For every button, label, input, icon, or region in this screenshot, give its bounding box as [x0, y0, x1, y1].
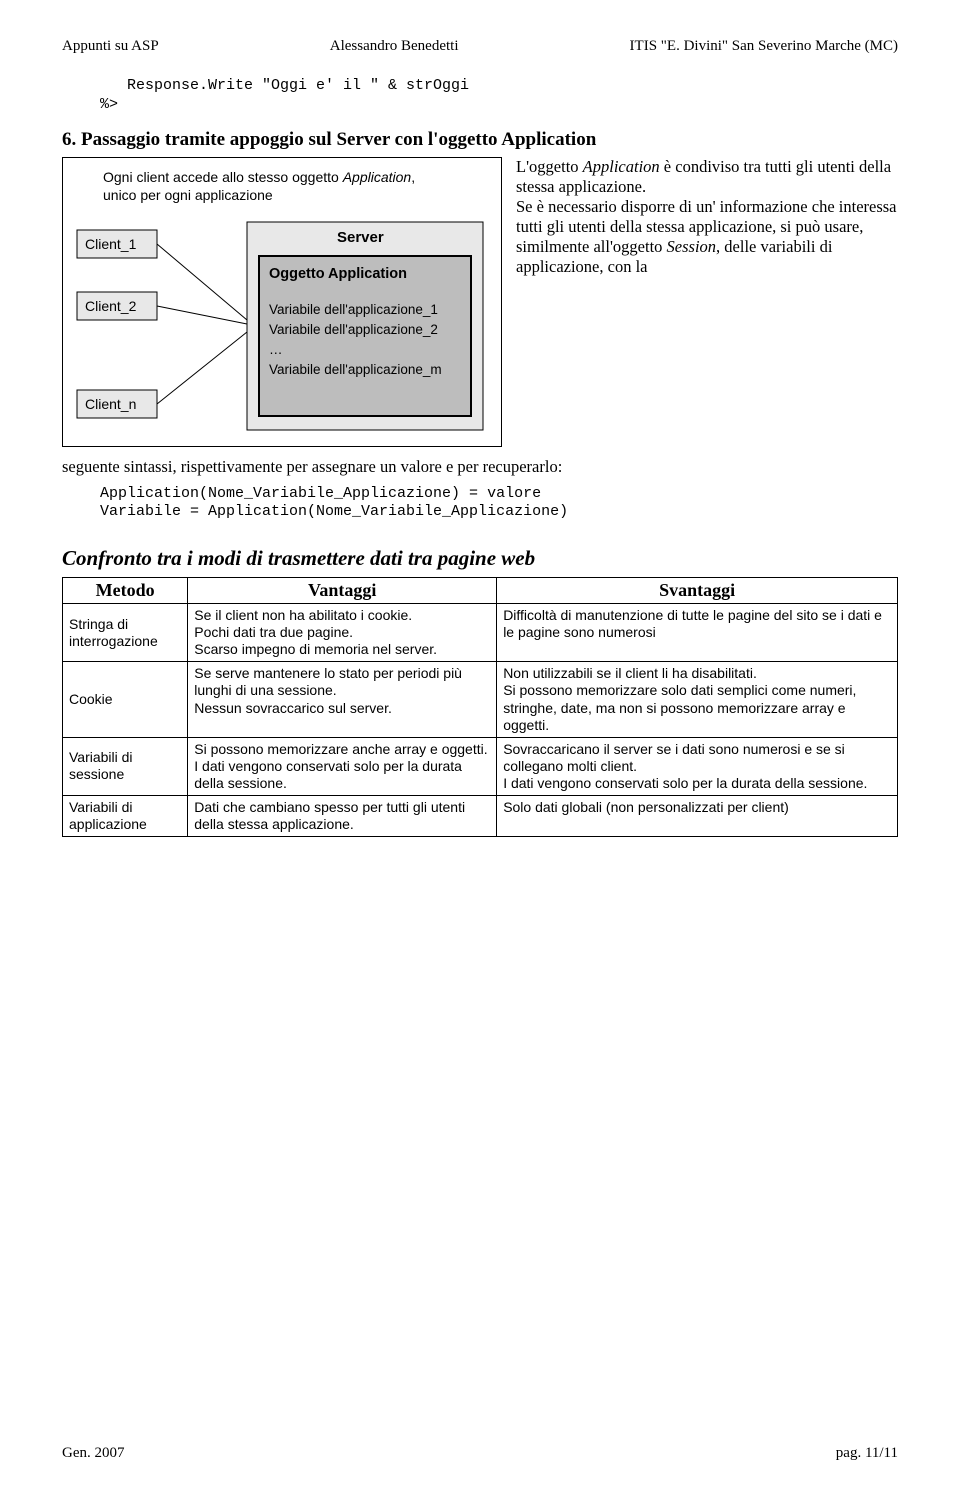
header-right: ITIS "E. Divini" San Severino Marche (MC… — [630, 38, 898, 55]
text-span: L'oggetto — [516, 157, 583, 176]
section-heading-6: 6. Passaggio tramite appoggio sul Server… — [62, 129, 898, 151]
table-cell-advantage: Se il client non ha abilitato i cookie.P… — [188, 604, 497, 662]
text-span: Session — [667, 237, 717, 256]
table-cell-advantage: Se serve mantenere lo stato per periodi … — [188, 662, 497, 737]
table-cell-method: Variabili di sessione — [63, 737, 188, 795]
header-left: Appunti su ASP — [62, 38, 159, 55]
diagram-caption-line1: Ogni client accede allo stesso oggetto A… — [103, 169, 415, 185]
table-row: Stringa di interrogazione Se il client n… — [63, 604, 898, 662]
app-var-line: Variabile dell'applicazione_m — [269, 362, 442, 377]
code-block-application-syntax: Application(Nome_Variabile_Applicazione)… — [100, 485, 898, 523]
diagram-svg: Ogni client accede allo stesso oggetto A… — [67, 162, 497, 442]
table-cell-disadvantage: Difficoltà di manutenzione di tutte le p… — [497, 604, 898, 662]
description-paragraph: L'oggetto Application è condiviso tra tu… — [516, 157, 898, 447]
header-center: Alessandro Benedetti — [330, 38, 459, 55]
table-cell-advantage: Dati che cambiano spesso per tutti gli u… — [188, 795, 497, 836]
table-cell-method: Cookie — [63, 662, 188, 737]
diagram-and-text-row: Ogni client accede allo stesso oggetto A… — [62, 157, 898, 447]
page-header: Appunti su ASP Alessandro Benedetti ITIS… — [62, 38, 898, 55]
client-label: Client_1 — [85, 236, 137, 252]
table-header-row: Metodo Vantaggi Svantaggi — [63, 578, 898, 604]
diagram-caption-line2: unico per ogni applicazione — [103, 187, 273, 203]
server-title: Server — [337, 229, 384, 246]
diagram-connector — [157, 332, 247, 404]
table-row: Variabili di applicazione Dati che cambi… — [63, 795, 898, 836]
text-span: Application — [583, 157, 660, 176]
table-cell-advantage: Si possono memorizzare anche array e ogg… — [188, 737, 497, 795]
footer-date: Gen. 2007 — [62, 1445, 125, 1462]
table-header-vantaggi: Vantaggi — [188, 578, 497, 604]
code-block-response-write: Response.Write "Oggi e' il " & strOggi %… — [100, 77, 898, 115]
app-var-line: … — [269, 342, 283, 357]
client-label: Client_2 — [85, 298, 137, 314]
app-var-line: Variabile dell'applicazione_2 — [269, 322, 438, 337]
comparison-table: Metodo Vantaggi Svantaggi Stringa di int… — [62, 577, 898, 837]
table-cell-method: Variabili di applicazione — [63, 795, 188, 836]
table-row: Variabili di sessione Si possono memoriz… — [63, 737, 898, 795]
table-row: Cookie Se serve mantenere lo stato per p… — [63, 662, 898, 737]
application-diagram: Ogni client accede allo stesso oggetto A… — [62, 157, 502, 447]
footer-page: pag. 11/11 — [836, 1445, 898, 1462]
code-line: %> — [100, 96, 118, 113]
code-line: Variabile = Application(Nome_Variabile_A… — [100, 503, 568, 520]
application-object-title: Oggetto Application — [269, 266, 407, 282]
app-var-line: Variabile dell'applicazione_1 — [269, 302, 438, 317]
table-cell-disadvantage: Sovraccaricano il server se i dati sono … — [497, 737, 898, 795]
table-cell-disadvantage: Solo dati globali (non personalizzati pe… — [497, 795, 898, 836]
comparison-section-title: Confronto tra i modi di trasmettere dati… — [62, 546, 898, 571]
table-header-svantaggi: Svantaggi — [497, 578, 898, 604]
page-footer: Gen. 2007 pag. 11/11 — [62, 1445, 898, 1462]
client-label: Client_n — [85, 396, 136, 412]
table-cell-disadvantage: Non utilizzabili se il client li ha disa… — [497, 662, 898, 737]
code-line: Application(Nome_Variabile_Applicazione)… — [100, 485, 541, 502]
table-header-metodo: Metodo — [63, 578, 188, 604]
code-line: Response.Write "Oggi e' il " & strOggi — [100, 77, 469, 94]
syntax-intro-line: seguente sintassi, rispettivamente per a… — [62, 457, 898, 477]
table-cell-method: Stringa di interrogazione — [63, 604, 188, 662]
